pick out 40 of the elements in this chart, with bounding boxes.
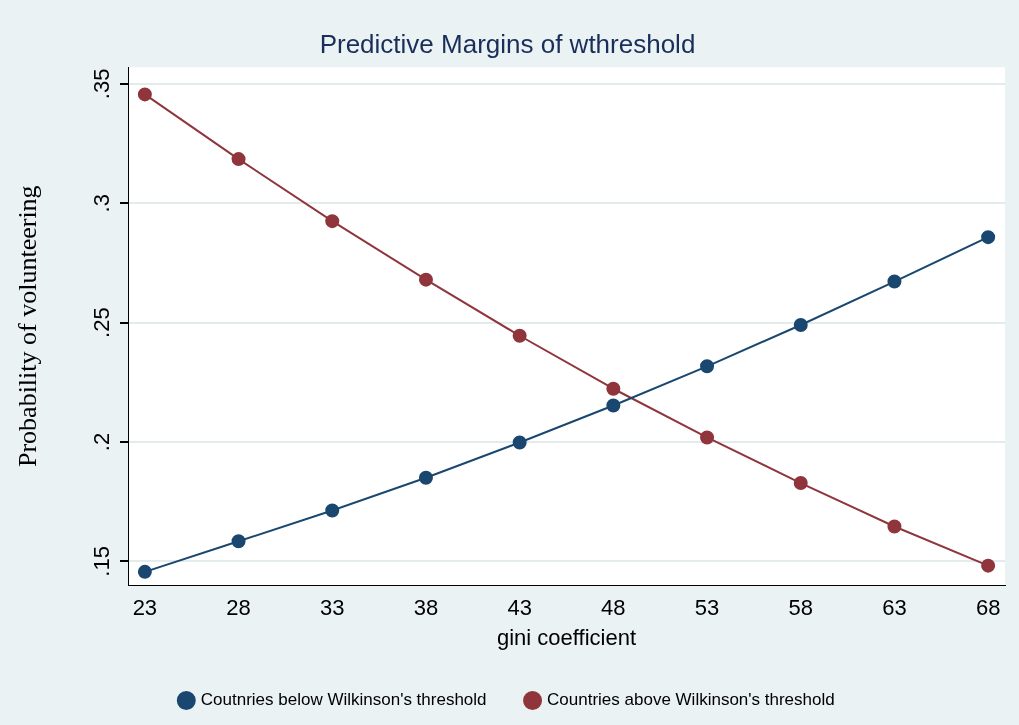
point	[418, 272, 433, 287]
x-tick-label: 23	[132, 595, 158, 621]
point	[981, 230, 996, 245]
x-tick-label: 33	[320, 595, 345, 621]
legend-label: Coutnries below Wilkinson's threshold	[200, 690, 487, 710]
legend-label: Countries above Wilkinson's threshold	[547, 690, 835, 710]
point	[981, 558, 996, 573]
point	[137, 564, 152, 579]
point	[418, 470, 433, 485]
x-tick-label: 58	[788, 595, 813, 621]
point	[512, 435, 527, 450]
point	[700, 430, 715, 445]
point	[793, 476, 808, 491]
x-tick-label: 68	[975, 595, 1001, 621]
point	[793, 318, 808, 333]
y-tick-label: .15	[89, 546, 115, 577]
point	[325, 214, 340, 229]
point	[231, 152, 246, 167]
point	[512, 328, 527, 343]
point	[137, 87, 152, 102]
y-tick-label: .35	[89, 68, 115, 100]
point	[325, 503, 340, 518]
point	[887, 274, 902, 289]
x-tick-label: 48	[601, 595, 626, 621]
point	[700, 359, 715, 374]
chart-title: Predictive Margins of wthreshold	[319, 28, 696, 59]
y-axis-title: Probability of volunteering	[13, 185, 43, 468]
x-tick-label: 28	[226, 595, 251, 621]
y-tick-label: .2	[89, 432, 115, 452]
x-tick-label: 38	[413, 595, 439, 621]
x-tick-label: 53	[694, 595, 720, 621]
point	[606, 381, 621, 396]
point	[606, 398, 621, 413]
x-axis-title: gini coefficient	[496, 624, 637, 650]
y-tick-label: .3	[89, 194, 115, 213]
y-tick-label: .25	[89, 307, 115, 338]
x-tick-label: 63	[882, 595, 907, 621]
x-tick-label: 43	[507, 595, 532, 621]
point	[887, 519, 902, 534]
point	[231, 534, 246, 549]
